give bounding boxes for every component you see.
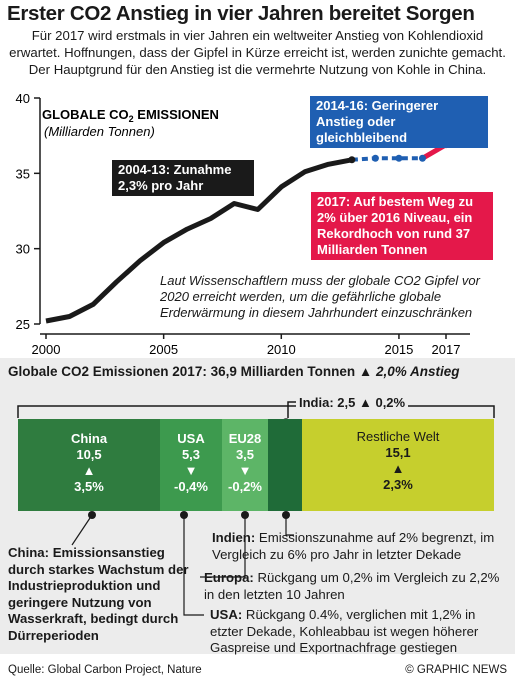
share-total-change: ▲ 2,0% Anstieg	[358, 364, 460, 379]
data-point	[371, 154, 379, 162]
chart-ylabel: (Milliarden Tonnen)	[44, 124, 155, 139]
segment-china: China 10,5 ▲ 3,5%	[18, 419, 160, 511]
segment-usa-value: 5,3	[181, 447, 201, 462]
india-label: India: 2,5 ▲ 0,2%	[296, 395, 409, 410]
y-tick-label: 35	[16, 166, 30, 181]
segment-eu28-arrow: ▼	[238, 463, 252, 478]
emissions-line-chart: 40 35 30 25 2000 2005 2010 2015 2017 GLOBALE CO…	[16, 91, 470, 357]
segment-china-value: 10,5	[76, 447, 102, 462]
note-europe: Europa: Rückgang um 0,2% im Vergleich zu…	[204, 570, 506, 603]
segment-usa-name: USA	[177, 431, 205, 446]
note-china-head: China:	[8, 545, 50, 560]
segment-usa-change: -0,4%	[174, 479, 208, 494]
india-change: ▲ 0,2%	[358, 395, 406, 410]
segment-eu28: EU28 3,5 ▼ -0,2%	[222, 419, 268, 511]
segment-eu28-change: -0,2%	[228, 479, 262, 494]
segment-rest-name: Restliche Welt	[356, 429, 440, 444]
segment-rest-arrow: ▲	[391, 461, 405, 476]
x-tick-label: 2017	[432, 342, 461, 357]
segment-eu28-value: 3,5	[235, 447, 255, 462]
callout-growth-years: 2004-13: Zunahme 2,3% pro Jahr	[112, 160, 254, 196]
subtitle-line-3: Der Hauptgrund für den Anstieg ist die v…	[28, 62, 487, 77]
note-india-head: Indien:	[212, 530, 256, 545]
segment-china-change: 3,5%	[74, 479, 104, 494]
x-tick-label: 2000	[32, 342, 61, 357]
note-leaders	[71, 514, 294, 616]
x-tick-label: 2005	[149, 342, 178, 357]
segment-rest: Restliche Welt 15,1 ▲ 2,3%	[302, 419, 494, 511]
page-title: Erster CO2 Anstieg in vier Jahren bereit…	[7, 2, 475, 25]
callout-forecast-2017: 2017: Auf bestem Weg zu 2% über 2016 Niv…	[311, 192, 493, 260]
note-usa-text: Rückgang 0.4%, verglichen mit 1,2% in et…	[210, 607, 479, 655]
segment-india	[268, 419, 302, 511]
chart-title: GLOBALE CO2 EMISSIONEN	[42, 107, 219, 124]
note-usa: USA: Rückgang 0.4%, verglichen mit 1,2% …	[210, 607, 506, 657]
note-india-text: Emissionszunahme auf 2% begrenzt, im Ver…	[212, 530, 495, 562]
subtitle-line-2: erwartet. Hoffnungen, dass der Gipfel in…	[9, 45, 506, 60]
note-china-text: Emissionsanstieg durch starkes Wachstum …	[8, 545, 189, 643]
data-point	[395, 154, 403, 162]
y-tick-label: 30	[16, 242, 30, 257]
subtitle-line-1: Für 2017 wird erstmals in vier Jahren ei…	[31, 28, 484, 43]
y-tick-label: 40	[16, 91, 30, 106]
peak-note: Laut Wissenschaftlern muss der globale C…	[160, 273, 480, 320]
x-axis: 2000 2005 2010 2015 2017	[32, 333, 470, 357]
share-title: Globale CO2 Emissionen 2017: 36,9 Millia…	[8, 364, 460, 379]
series-line-flat	[351, 156, 423, 162]
share-title-text: Globale CO2 Emissionen 2017: 36,9 Millia…	[8, 364, 356, 379]
footer-source: Quelle: Global Carbon Project, Nature	[8, 664, 202, 676]
series-line-growth	[45, 157, 353, 324]
segment-rest-value: 15,1	[385, 445, 411, 460]
segment-rest-change: 2,3%	[383, 477, 413, 492]
y-tick-label: 25	[16, 317, 30, 332]
data-point	[348, 156, 356, 164]
data-point	[418, 154, 426, 162]
x-tick-label: 2015	[384, 342, 413, 357]
segment-usa-arrow: ▼	[184, 463, 198, 478]
segment-eu28-name: EU28	[228, 431, 262, 446]
note-europe-head: Europa:	[204, 570, 254, 585]
note-china: China: Emissionsanstieg durch starkes Wa…	[8, 545, 204, 644]
x-tick-label: 2010	[267, 342, 296, 357]
india-value: India: 2,5	[299, 395, 356, 410]
segment-usa: USA 5,3 ▼ -0,4%	[160, 419, 222, 511]
footer-copyright: © GRAPHIC NEWS	[405, 664, 507, 676]
note-europe-text: Rückgang um 0,2% im Vergleich zu 2,2% in…	[204, 570, 500, 602]
callout-flat-years: 2014-16: Geringerer Anstieg oder gleichb…	[310, 96, 488, 148]
segment-china-arrow: ▲	[82, 463, 96, 478]
note-india: Indien: Emissionszunahme auf 2% begrenzt…	[212, 530, 506, 563]
note-usa-head: USA:	[210, 607, 243, 622]
segment-china-name: China	[70, 431, 108, 446]
y-axis: 40 35 30 25	[16, 91, 41, 332]
